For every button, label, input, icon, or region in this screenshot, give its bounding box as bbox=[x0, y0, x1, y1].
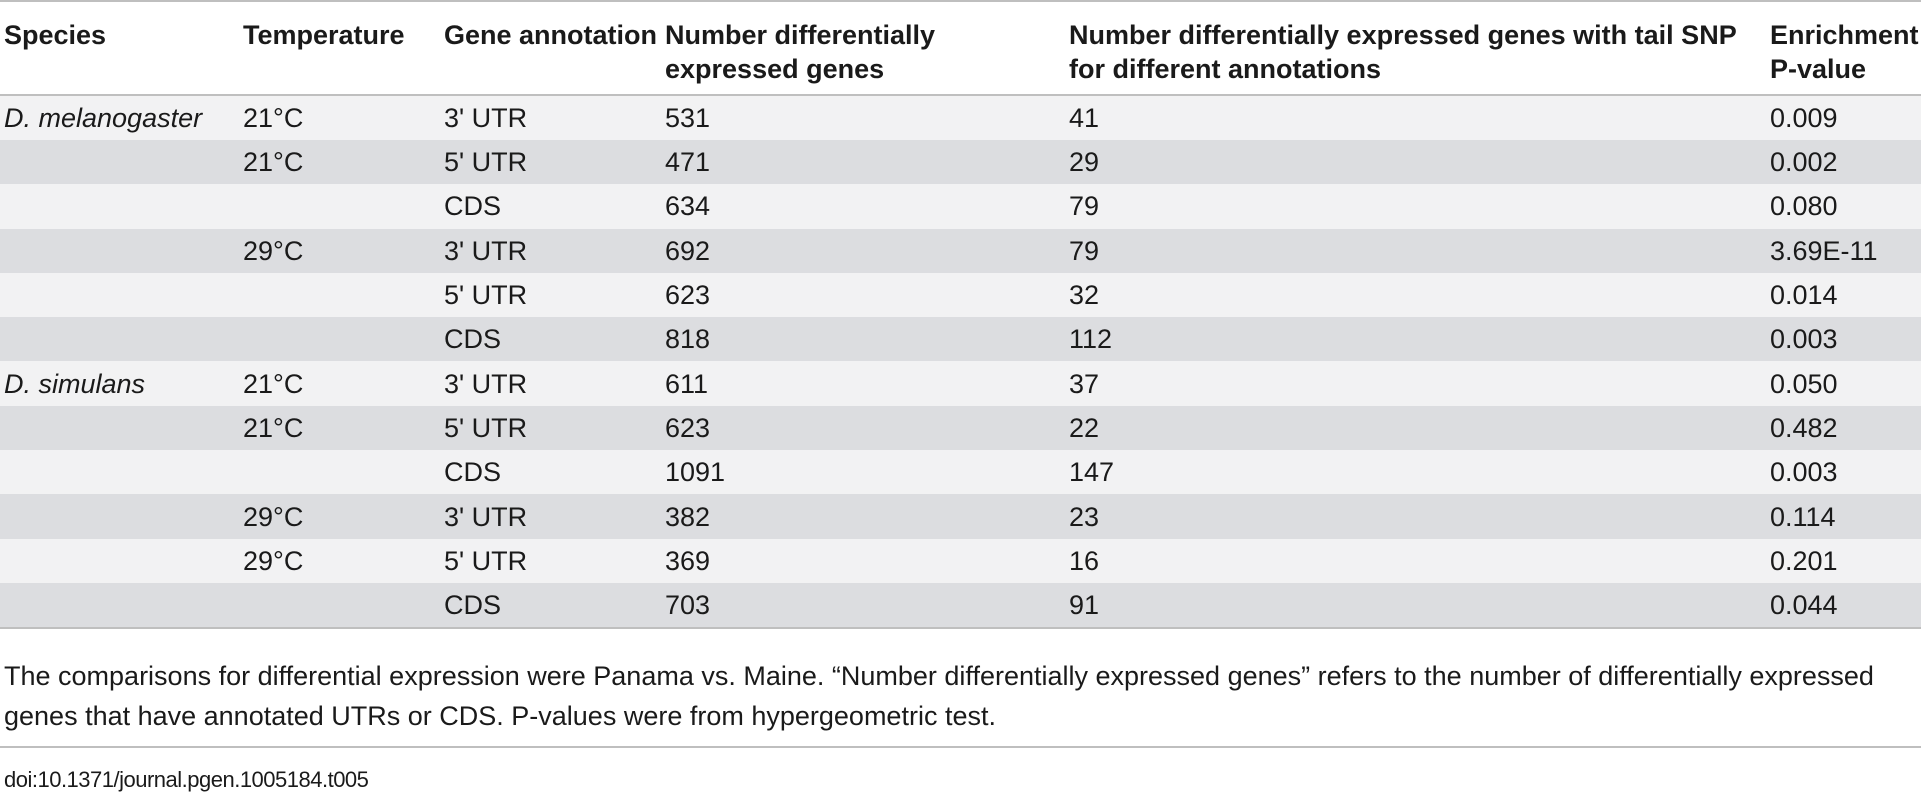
cell-de-genes: 623 bbox=[665, 280, 711, 311]
cell-temperature bbox=[239, 450, 440, 494]
table-row: 5' UTR 623 32 0.014 bbox=[0, 272, 1921, 318]
cell-p-value: 0.050 bbox=[1770, 368, 1838, 399]
cell-tail-snp: 112 bbox=[1069, 324, 1113, 355]
cell-annotation: CDS bbox=[444, 457, 502, 488]
cell-de-genes: 382 bbox=[665, 501, 711, 532]
cell-annotation: 3' UTR bbox=[444, 235, 528, 266]
cell-species: D. simulans bbox=[4, 368, 146, 399]
cell-p-value: 0.014 bbox=[1770, 280, 1838, 311]
doi-reference: doi:10.1371/journal.pgen.1005184.t005 bbox=[4, 767, 369, 792]
cell-annotation: 5' UTR bbox=[444, 545, 528, 576]
cell-p-value: 0.009 bbox=[1770, 103, 1838, 133]
table-row: 21°C 5' UTR 623 22 0.482 bbox=[0, 405, 1921, 451]
cell-annotation: 5' UTR bbox=[444, 280, 528, 311]
table-row: CDS 1091 147 0.003 bbox=[0, 450, 1921, 495]
cell-tail-snp: 23 bbox=[1069, 501, 1100, 532]
cell-species: D. melanogaster bbox=[4, 103, 203, 133]
cell-p-value: 0.044 bbox=[1766, 582, 1921, 629]
cell-species bbox=[0, 184, 239, 228]
cell-p-value: 0.201 bbox=[1770, 545, 1838, 576]
cell-annotation: 3' UTR bbox=[444, 103, 528, 133]
cell-annotation: 5' UTR bbox=[444, 147, 528, 178]
cell-p-value: 0.080 bbox=[1770, 191, 1838, 222]
cell-p-value: 0.003 bbox=[1770, 457, 1838, 488]
cell-de-genes: 818 bbox=[665, 324, 711, 355]
cell-p-value: 0.002 bbox=[1770, 147, 1838, 178]
table-row: CDS 703 91 0.044 bbox=[0, 582, 1921, 629]
cell-species bbox=[0, 140, 239, 184]
header-number-de-tail-snp: Number differentially expressed genes wi… bbox=[1065, 0, 1766, 96]
cell-annotation: CDS bbox=[440, 582, 661, 629]
divider bbox=[0, 746, 1921, 748]
cell-annotation: 3' UTR bbox=[444, 501, 528, 532]
table-header-row: Species Temperature Gene annotation Numb… bbox=[0, 0, 1921, 96]
cell-tail-snp: 16 bbox=[1069, 545, 1100, 576]
cell-annotation: CDS bbox=[444, 191, 502, 222]
cell-tail-snp: 41 bbox=[1069, 103, 1100, 133]
cell-annotation: 5' UTR bbox=[444, 412, 528, 443]
cell-tail-snp: 22 bbox=[1069, 412, 1100, 443]
cell-tail-snp: 29 bbox=[1069, 147, 1100, 178]
cell-temperature: 21°C bbox=[243, 103, 304, 133]
cell-species bbox=[0, 229, 239, 273]
table-row: CDS 818 112 0.003 bbox=[0, 317, 1921, 362]
cell-species bbox=[0, 406, 239, 450]
table-row: 29°C 3' UTR 382 23 0.114 bbox=[0, 494, 1921, 539]
cell-tail-snp: 91 bbox=[1065, 582, 1766, 629]
cell-tail-snp: 37 bbox=[1069, 368, 1100, 399]
cell-de-genes: 692 bbox=[665, 235, 711, 266]
cell-temperature: 21°C bbox=[243, 412, 304, 443]
cell-species bbox=[0, 582, 239, 629]
cell-annotation: 3' UTR bbox=[444, 368, 528, 399]
cell-temperature bbox=[239, 317, 440, 361]
table-footnote: The comparisons for differential express… bbox=[4, 661, 1874, 731]
cell-de-genes: 703 bbox=[661, 582, 1065, 629]
cell-tail-snp: 79 bbox=[1069, 235, 1100, 266]
cell-de-genes: 634 bbox=[665, 191, 711, 222]
cell-temperature: 21°C bbox=[243, 147, 304, 178]
cell-temperature bbox=[239, 184, 440, 228]
cell-species bbox=[0, 539, 239, 583]
cell-temperature: 29°C bbox=[243, 545, 304, 576]
header-temperature: Temperature bbox=[239, 0, 440, 96]
header-gene-annotation: Gene annotation bbox=[440, 0, 661, 96]
table-row: 21°C 5' UTR 471 29 0.002 bbox=[0, 140, 1921, 185]
cell-de-genes: 471 bbox=[665, 147, 711, 178]
data-table: Species Temperature Gene annotation Numb… bbox=[0, 0, 1921, 629]
table-body: D. melanogaster 21°C 3' UTR 531 41 0.009… bbox=[0, 95, 1921, 629]
cell-p-value: 3.69E-11 bbox=[1770, 235, 1878, 266]
cell-temperature: 29°C bbox=[243, 235, 304, 266]
cell-species bbox=[0, 450, 239, 494]
cell-temperature: 29°C bbox=[243, 501, 304, 532]
header-species: Species bbox=[0, 0, 239, 96]
table-row: 29°C 5' UTR 369 16 0.201 bbox=[0, 538, 1921, 583]
header-number-de-genes: Number differentially expressed genes bbox=[661, 0, 1065, 96]
cell-p-value: 0.482 bbox=[1770, 412, 1838, 443]
cell-p-value: 0.114 bbox=[1770, 501, 1836, 532]
cell-de-genes: 623 bbox=[665, 412, 711, 443]
cell-tail-snp: 147 bbox=[1069, 457, 1115, 488]
header-enrichment-p-value: Enrichment P-value bbox=[1766, 0, 1921, 96]
cell-species bbox=[0, 494, 239, 538]
table-row: D. simulans 21°C 3' UTR 611 37 0.050 bbox=[0, 361, 1921, 406]
cell-de-genes: 611 bbox=[665, 368, 709, 399]
table-container: Species Temperature Gene annotation Numb… bbox=[0, 0, 1921, 629]
cell-de-genes: 369 bbox=[665, 545, 711, 576]
cell-species bbox=[0, 317, 239, 361]
cell-temperature bbox=[239, 582, 440, 629]
cell-de-genes: 531 bbox=[665, 103, 711, 133]
cell-temperature: 21°C bbox=[243, 368, 304, 399]
table-row: CDS 634 79 0.080 bbox=[0, 184, 1921, 229]
table-row: 29°C 3' UTR 692 79 3.69E-11 bbox=[0, 228, 1921, 273]
cell-de-genes: 1091 bbox=[665, 457, 726, 488]
cell-temperature bbox=[239, 273, 440, 317]
cell-annotation: CDS bbox=[444, 324, 502, 355]
cell-tail-snp: 32 bbox=[1069, 280, 1100, 311]
cell-species bbox=[0, 273, 239, 317]
cell-p-value: 0.003 bbox=[1770, 324, 1838, 355]
table-row: D. melanogaster 21°C 3' UTR 531 41 0.009 bbox=[0, 95, 1921, 140]
cell-tail-snp: 79 bbox=[1069, 191, 1100, 222]
